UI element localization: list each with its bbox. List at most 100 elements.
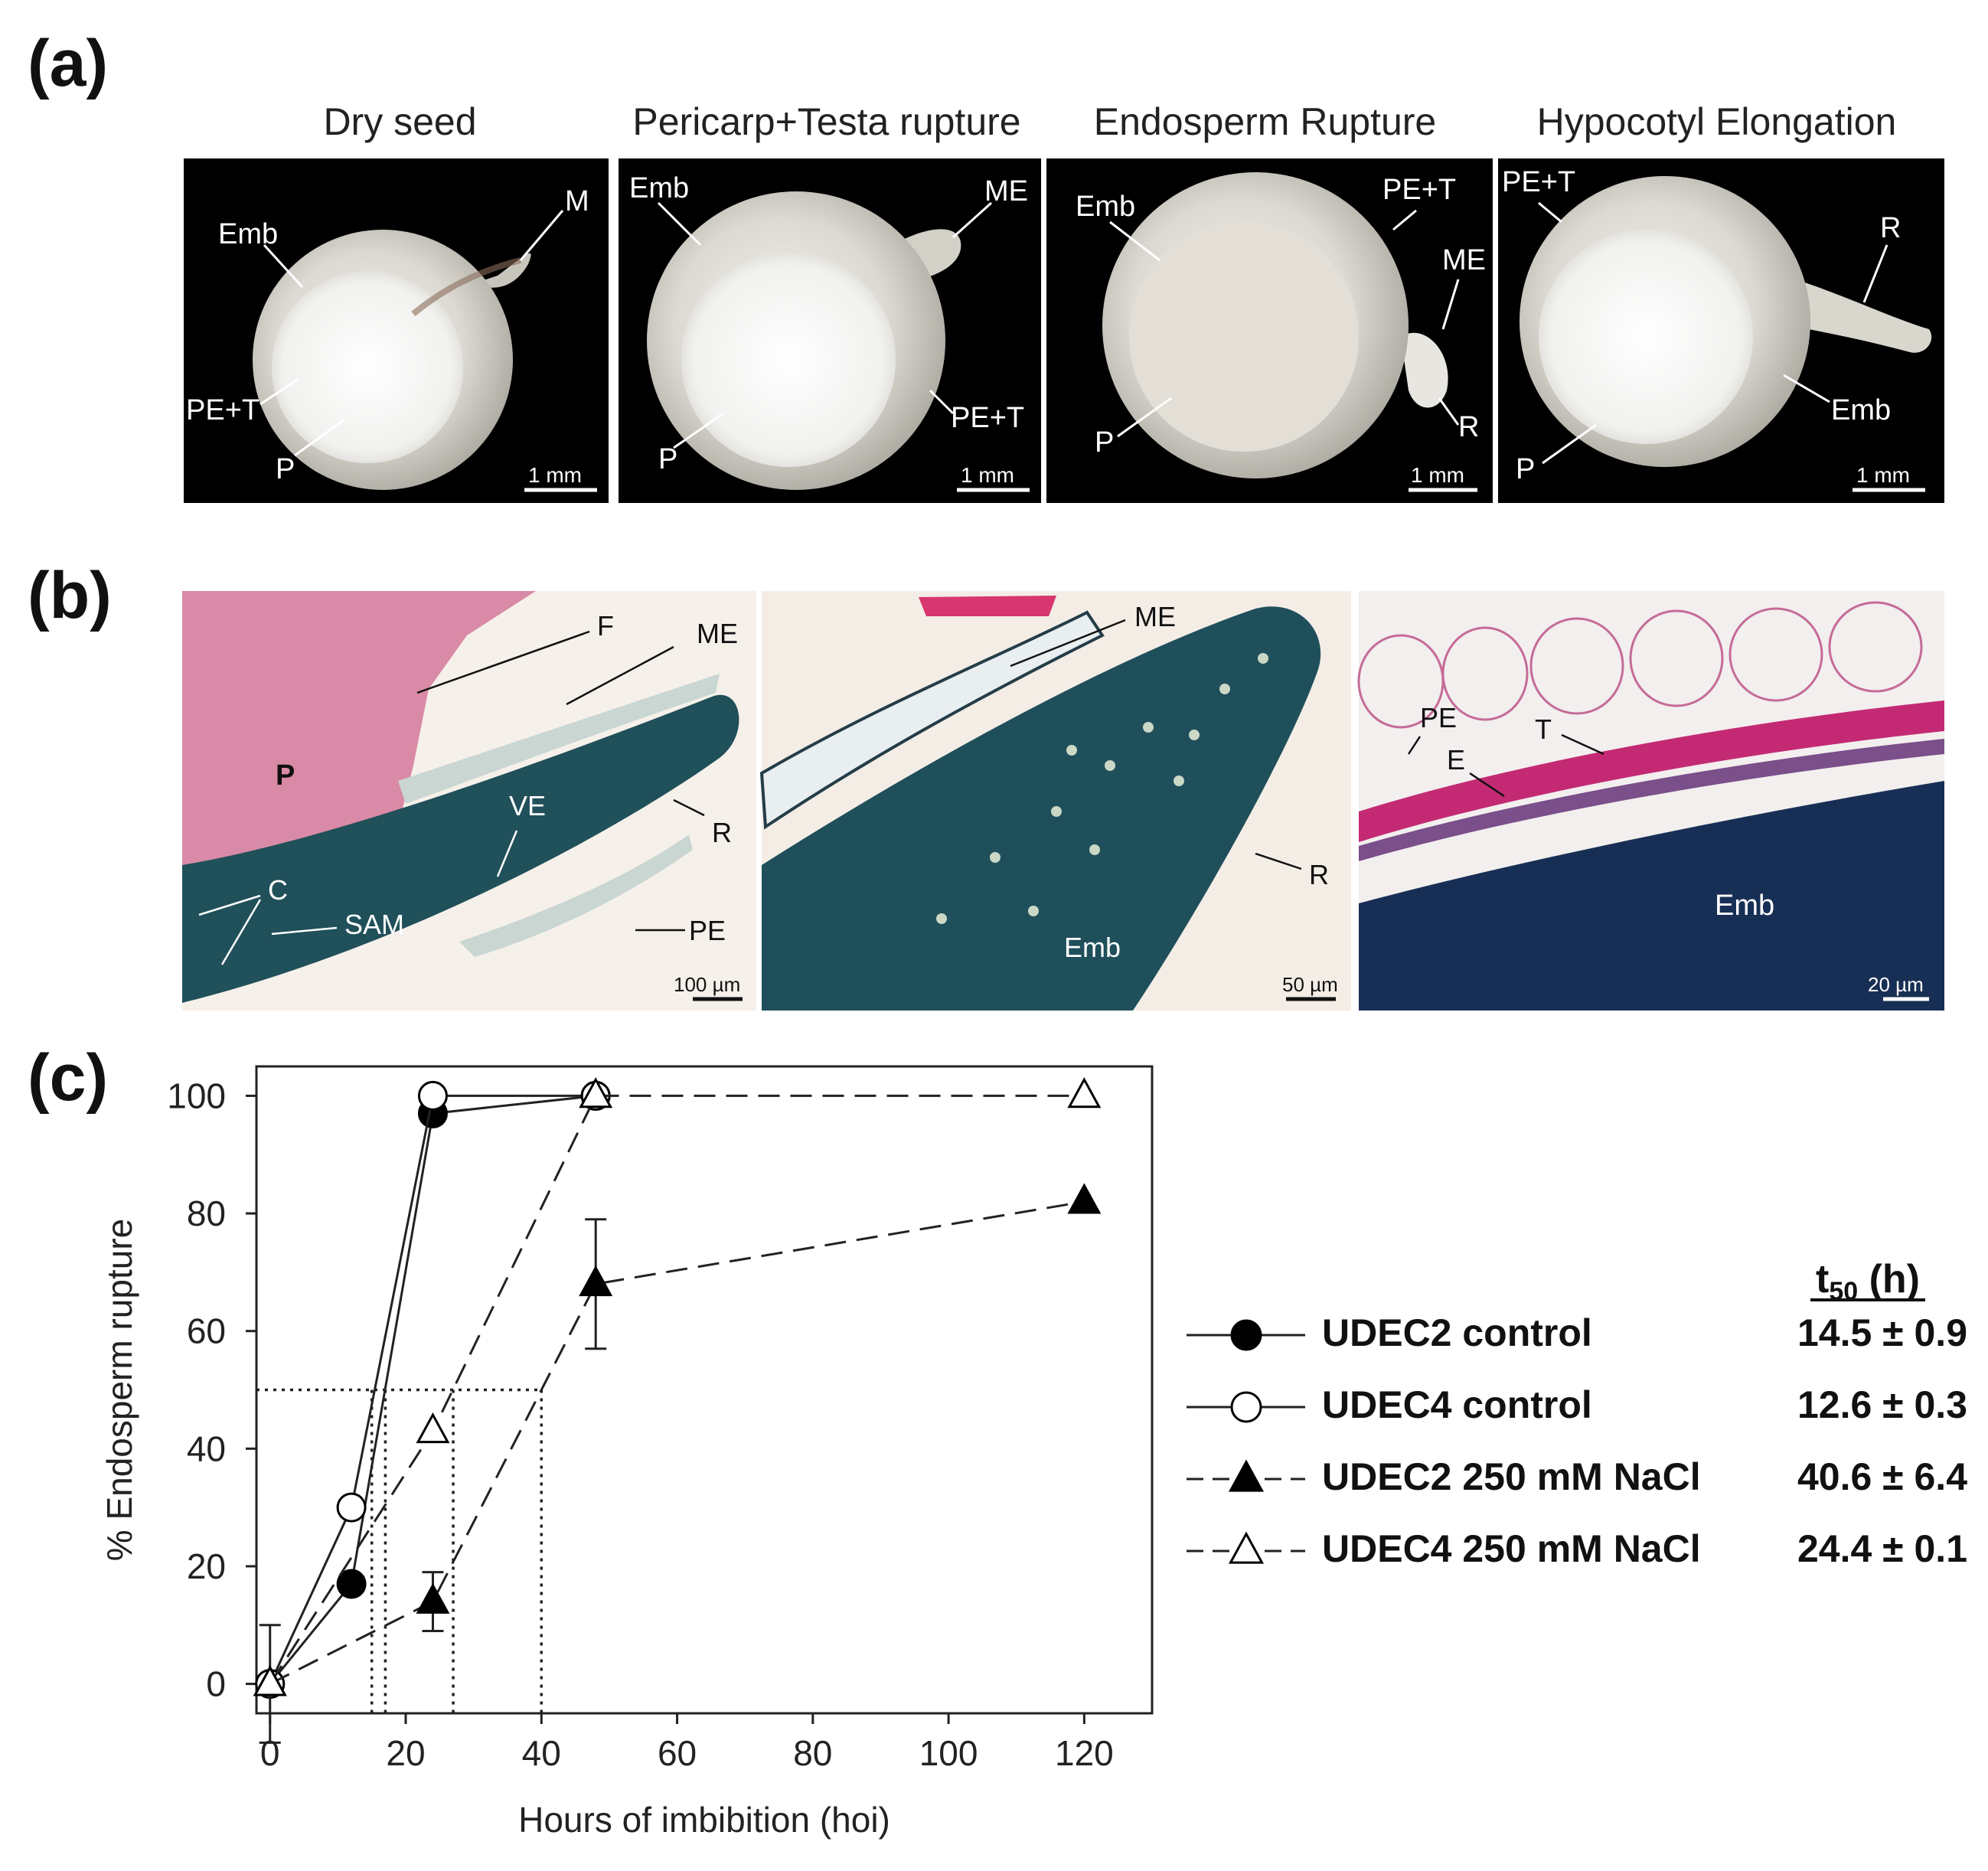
section1-label-c: C xyxy=(268,874,288,906)
section3-label-pe: PE xyxy=(1420,702,1457,733)
legend-t50: 24.4 ± 0.1 xyxy=(1797,1527,1967,1570)
legend-marker xyxy=(1230,1319,1262,1351)
label-p-2: P xyxy=(658,443,677,475)
label-emb-4: Emb xyxy=(1831,394,1891,426)
scale-text-4: 1 mm xyxy=(1856,463,1910,487)
series-line xyxy=(269,1094,1085,1685)
photo-title-endosperm-rupture: Endosperm Rupture xyxy=(1093,100,1437,143)
data-point xyxy=(336,1569,367,1599)
series-2 xyxy=(253,1183,1102,1744)
data-point xyxy=(579,1077,613,1109)
section3-label-emb: Emb xyxy=(1715,890,1774,922)
photo-dry-seed: Emb M PE+T P 1 mm xyxy=(184,158,609,503)
label-me-3: ME xyxy=(1442,244,1486,276)
photo-title-dry-seed: Dry seed xyxy=(323,100,477,143)
label-pet-3: PE+T xyxy=(1382,174,1456,206)
y-tick-label: 20 xyxy=(187,1546,226,1586)
series-line xyxy=(269,1094,596,1685)
data-point xyxy=(416,1582,450,1614)
legend-marker xyxy=(1230,1391,1262,1423)
label-pet-4: PE+T xyxy=(1502,166,1575,198)
section1-scale-text: 100 µm xyxy=(674,973,740,996)
section2-label-emb: Emb xyxy=(1064,932,1121,963)
panel-letter-c: (c) xyxy=(28,1041,109,1115)
section1-label-f: F xyxy=(597,610,614,642)
y-tick-label: 0 xyxy=(206,1664,226,1704)
data-point xyxy=(1067,1183,1102,1214)
y-tick-label: 100 xyxy=(167,1076,226,1115)
legend-t50: 40.6 ± 6.4 xyxy=(1797,1455,1967,1498)
section3-label-t: T xyxy=(1535,713,1552,745)
y-axis-label: % Endosperm rupture xyxy=(100,1219,139,1561)
section3-scale-text: 20 µm xyxy=(1868,973,1924,996)
label-me-2: ME xyxy=(984,175,1028,207)
scale-text-3: 1 mm xyxy=(1411,463,1464,487)
legend-t50: 14.5 ± 0.9 xyxy=(1797,1311,1967,1354)
section-2: ME R Emb 50 µm xyxy=(759,591,1351,1011)
label-emb-2: Emb xyxy=(629,172,689,204)
x-tick-label: 120 xyxy=(1055,1733,1114,1773)
legend-label: UDEC2 control xyxy=(1322,1311,1592,1354)
section1-label-r: R xyxy=(712,817,732,848)
x-tick-label: 80 xyxy=(793,1733,832,1773)
section1-label-p: P xyxy=(276,759,295,792)
scale-text-1: 1 mm xyxy=(528,463,582,487)
section2-scale-text: 50 µm xyxy=(1282,973,1338,996)
section1-label-ve: VE xyxy=(509,790,546,821)
y-tick-label: 40 xyxy=(187,1429,226,1468)
data-point xyxy=(1067,1077,1102,1109)
y-tick-label: 60 xyxy=(187,1311,226,1351)
section2-label-me: ME xyxy=(1134,601,1176,632)
data-point xyxy=(417,1080,448,1111)
x-tick-label: 40 xyxy=(522,1733,561,1773)
data-point xyxy=(416,1412,450,1444)
section-1: F ME P VE R C SAM PE 100 µm xyxy=(182,591,756,1011)
panel-letter-a: (a) xyxy=(28,27,109,100)
data-point xyxy=(253,1665,287,1696)
label-emb-3: Emb xyxy=(1076,191,1135,223)
plot-frame xyxy=(255,1065,1154,1715)
legend-item-1: UDEC4 control 12.6 ± 0.3 xyxy=(1187,1383,1967,1426)
label-r-4: R xyxy=(1880,212,1901,244)
histology-panel: F ME P VE R C SAM PE 100 µm ME R Emb 50 … xyxy=(182,591,1944,1011)
section1-label-pe: PE xyxy=(689,915,726,946)
x-tick-label: 100 xyxy=(919,1733,978,1773)
series-3 xyxy=(253,1077,1102,1696)
data-point xyxy=(579,1265,613,1297)
section1-label-sam: SAM xyxy=(344,909,404,940)
legend-item-3: UDEC4 250 mM NaCl 24.4 ± 0.1 xyxy=(1187,1527,1967,1570)
legend-item-2: UDEC2 250 mM NaCl 40.6 ± 6.4 xyxy=(1187,1455,1967,1498)
label-pet-2: PE+T xyxy=(951,402,1024,434)
legend-marker xyxy=(1228,1459,1265,1492)
legend-item-0: UDEC2 control 14.5 ± 0.9 xyxy=(1187,1311,1967,1354)
label-p-4: P xyxy=(1516,453,1535,485)
label-r-3: R xyxy=(1458,411,1479,443)
legend-marker xyxy=(1228,1531,1265,1564)
x-tick-label: 60 xyxy=(658,1733,697,1773)
section2-label-r: R xyxy=(1309,859,1329,890)
section1-label-me: ME xyxy=(697,618,738,649)
label-p-1: P xyxy=(276,453,295,485)
seed-photos-panel: Emb M PE+T P 1 mm Emb ME PE+T P 1 mm xyxy=(184,158,1944,503)
label-emb-1: Emb xyxy=(218,218,278,250)
legend-label: UDEC2 250 mM NaCl xyxy=(1322,1455,1701,1498)
data-point xyxy=(336,1492,367,1523)
photo-pericarp-rupture: Emb ME PE+T P 1 mm xyxy=(619,158,1041,503)
scale-text-2: 1 mm xyxy=(961,463,1014,487)
photo-endosperm-rupture: Emb PE+T ME P R 1 mm xyxy=(1046,158,1493,503)
legend-label: UDEC4 250 mM NaCl xyxy=(1322,1527,1701,1570)
section3-label-e: E xyxy=(1447,744,1465,776)
x-tick-label: 20 xyxy=(386,1733,425,1773)
photo-title-hypocotyl-elongation: Hypocotyl Elongation xyxy=(1536,100,1897,143)
photo-hypocotyl-elongation: PE+T R Emb P 1 mm xyxy=(1498,158,1944,503)
y-tick-label: 80 xyxy=(187,1193,226,1233)
series-line xyxy=(269,1094,596,1685)
legend-label: UDEC4 control xyxy=(1322,1383,1592,1426)
photo-title-pericarp-rupture: Pericarp+Testa rupture xyxy=(632,100,1021,143)
series-line xyxy=(269,1200,1085,1685)
panel-letter-b: (b) xyxy=(28,559,112,632)
label-p-3: P xyxy=(1095,426,1114,459)
section-3: PE T E Emb 20 µm xyxy=(1357,591,1944,1011)
x-axis-label: Hours of imbibition (hoi) xyxy=(518,1800,890,1840)
